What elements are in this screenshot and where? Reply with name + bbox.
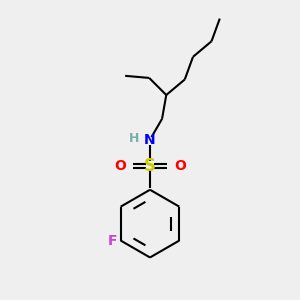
Text: N: N bbox=[144, 133, 156, 147]
Text: O: O bbox=[114, 159, 126, 172]
Text: H: H bbox=[128, 132, 139, 145]
Text: S: S bbox=[144, 157, 156, 175]
Text: O: O bbox=[174, 159, 186, 172]
Text: F: F bbox=[108, 233, 117, 248]
